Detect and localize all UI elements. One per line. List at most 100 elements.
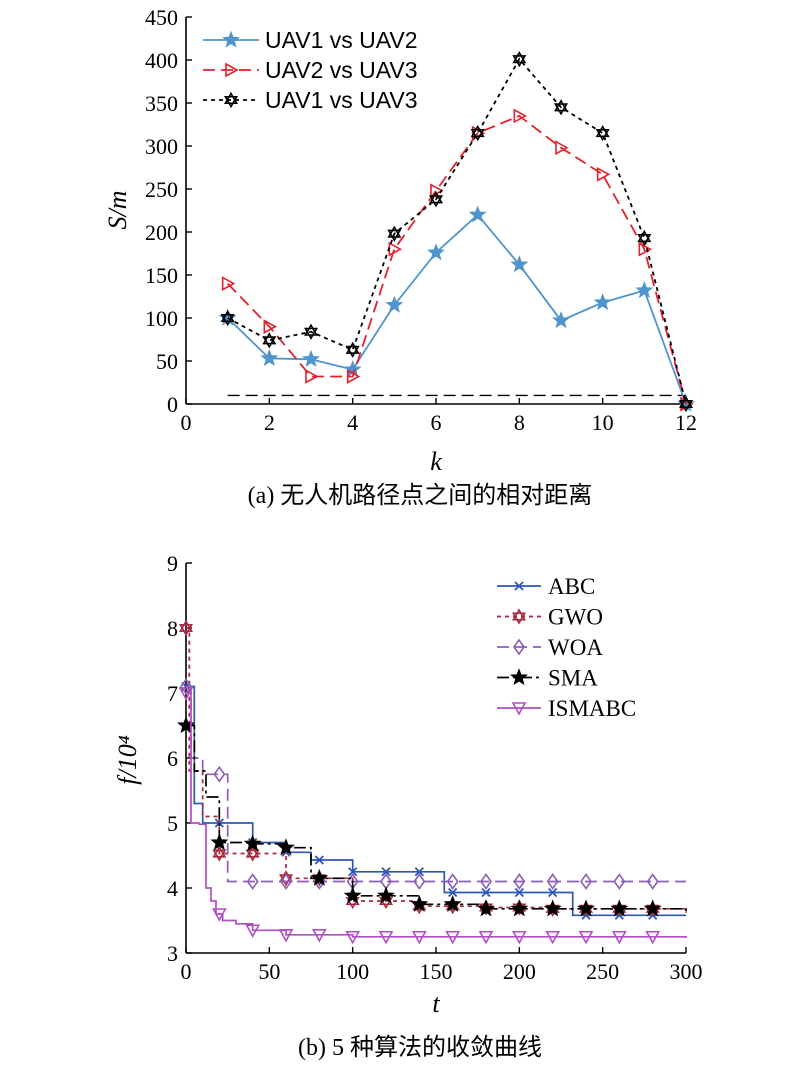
chart-a-point-s2: [596, 167, 611, 182]
chart-b-point-s4: [577, 899, 595, 917]
chart-b-legend-marker: [514, 581, 524, 591]
chart-a-point-s2: [513, 108, 528, 124]
chart-b-point-s4: [510, 899, 529, 917]
chart-a-legend-label: UAV2 vs UAV3: [265, 57, 418, 83]
chart-b-legend-marker: [510, 668, 528, 686]
chart-b-point-s5: [311, 928, 327, 943]
chart-a-point-s1: [302, 349, 320, 367]
chart-a-point-s2: [555, 140, 569, 156]
chart-b-point-s4: [210, 833, 229, 851]
chart-a-point-s3: [387, 225, 402, 242]
chart-b-point-s3: [480, 873, 492, 890]
chart-a-y-tick-label: 250: [145, 177, 178, 202]
chart-b-point-s4: [443, 894, 462, 912]
chart-a-point-s1: [510, 255, 529, 273]
chart-b-series: [177, 619, 687, 945]
chart-b-y-tick-label: 4: [167, 876, 178, 901]
chart-a-point-s2: [346, 369, 361, 384]
chart-a-point-s1: [593, 293, 612, 311]
chart-b-point-s3: [613, 873, 626, 890]
chart-b-point-s1: [214, 818, 224, 828]
chart-b-point-s3: [413, 873, 426, 890]
chart-b-point-s5: [411, 930, 427, 945]
chart-b-point-s5: [345, 930, 361, 945]
chart-a-y-tick-label: 100: [145, 306, 178, 331]
chart-b-x-tick-label: 150: [420, 959, 453, 984]
chart-a-point-s3: [220, 309, 235, 327]
chart-b-point-s4: [610, 899, 629, 917]
chart-a-y-tick-label: 450: [145, 5, 178, 30]
chart-a-point-s3: [345, 341, 360, 358]
chart-b-point-s3: [446, 873, 459, 890]
chart-b-axes: [185, 563, 686, 954]
chart-a-axes: [185, 17, 686, 405]
chart-a-point-s3: [678, 395, 694, 413]
chart-b-point-s1: [314, 855, 324, 865]
chart-a-x-tick-label: 0: [181, 410, 192, 435]
chart-b-legend-label: ABC: [548, 574, 595, 599]
chart-a-y-tick-label: 350: [145, 91, 178, 116]
chart-b-legend-label: ISMABC: [548, 696, 636, 721]
chart-b-caption: (b) 5 种算法的收敛曲线: [298, 1034, 542, 1061]
chart-b-point-s5: [511, 930, 527, 945]
chart-a-y-tick-label: 400: [145, 48, 178, 73]
chart-a-x-tick-label: 12: [675, 410, 697, 435]
chart-b-point-s1: [348, 867, 358, 877]
chart-a-legend-marker: [222, 30, 240, 48]
chart-a-point-s3: [303, 323, 319, 340]
chart-b-point-s2: [178, 619, 194, 637]
chart-a-x-tick-label: 2: [264, 410, 275, 435]
chart-b-point-s1: [548, 887, 558, 898]
chart-b-series-line-5: [186, 692, 687, 938]
chart-b-legend-marker: [511, 608, 527, 625]
chart-b-x-tick-label: 100: [336, 959, 369, 984]
chart-b-x-axis-label: t: [432, 989, 440, 1018]
chart-b-point-s3: [246, 873, 259, 890]
chart-a-point-s3: [637, 229, 652, 247]
chart-a-point-s1: [385, 295, 404, 313]
chart-a-point-s2: [388, 241, 403, 257]
chart-b-point-s3: [580, 873, 592, 890]
chart-b-point-s4: [377, 886, 395, 904]
chart-a-point-s2: [638, 241, 653, 257]
chart-b-point-s4: [543, 899, 562, 917]
chart-b-legend-label: WOA: [548, 635, 603, 660]
chart-b-ticks: 0 50 100 150 200 250 300 3 4 5 6 7 8 9: [167, 551, 703, 984]
chart-a-y-tick-label: 50: [156, 349, 178, 374]
chart-b-y-tick-label: 7: [167, 681, 178, 706]
chart-a-point-s3: [470, 125, 485, 142]
chart-b-point-s3: [546, 873, 559, 890]
chart-b-point-s5: [645, 930, 661, 945]
chart-b-point-s5: [478, 930, 494, 945]
chart-b-y-axis-label: f/10⁴: [113, 735, 142, 785]
chart-b-point-s3: [280, 873, 292, 890]
chart-b-point-s4: [643, 899, 662, 917]
chart-a-y-tick-label: 300: [145, 134, 178, 159]
chart-b-point-s3: [646, 873, 659, 890]
chart-b-point-s5: [178, 687, 194, 701]
chart-a-point-s2: [263, 319, 278, 334]
chart-b-legend-label: SMA: [548, 666, 598, 691]
chart-a-series-line-2: [227, 114, 687, 405]
chart-a-point-s1: [552, 311, 570, 329]
chart-a-x-tick-label: 6: [431, 410, 442, 435]
chart-a-point-s1: [427, 243, 445, 261]
chart-b-point-s1: [414, 867, 424, 877]
chart-a-point-s1: [260, 349, 279, 367]
chart-a-caption: (a) 无人机路径点之间的相对距离: [248, 482, 593, 509]
chart-a-point-s2: [305, 369, 319, 384]
chart-a-x-axis-label: k: [430, 447, 442, 476]
chart-b-y-tick-label: 5: [167, 811, 178, 836]
chart-a-x-tick-label: 4: [347, 410, 358, 435]
chart-b-y-tick-label: 3: [167, 941, 178, 966]
chart-a-legend-label: UAV1 vs UAV3: [265, 87, 418, 113]
chart-b-legend-label: GWO: [548, 605, 603, 630]
chart-a-series-line-1: [227, 213, 687, 405]
chart-b-point-s4: [343, 886, 362, 904]
chart-a-ticks: 0 2 4 6 8 10 12 0 50 100 150 200 250 300 350 400 450: [145, 5, 697, 435]
chart-b-y-tick-label: 6: [167, 746, 178, 771]
chart-b-point-s4: [410, 894, 429, 912]
chart-b-series-line-2: [186, 627, 687, 913]
chart-b-point-s5: [578, 930, 594, 945]
